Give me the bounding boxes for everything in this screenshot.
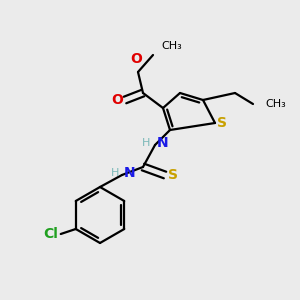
Text: H: H	[111, 168, 119, 178]
Text: H: H	[142, 138, 150, 148]
Text: N: N	[157, 136, 169, 150]
Text: O: O	[130, 52, 142, 66]
Text: S: S	[217, 116, 227, 130]
Text: O: O	[111, 93, 123, 107]
Text: CH₃: CH₃	[161, 41, 182, 51]
Text: Cl: Cl	[43, 227, 58, 241]
Text: CH₃: CH₃	[265, 99, 286, 109]
Text: N: N	[124, 166, 136, 180]
Text: S: S	[168, 168, 178, 182]
